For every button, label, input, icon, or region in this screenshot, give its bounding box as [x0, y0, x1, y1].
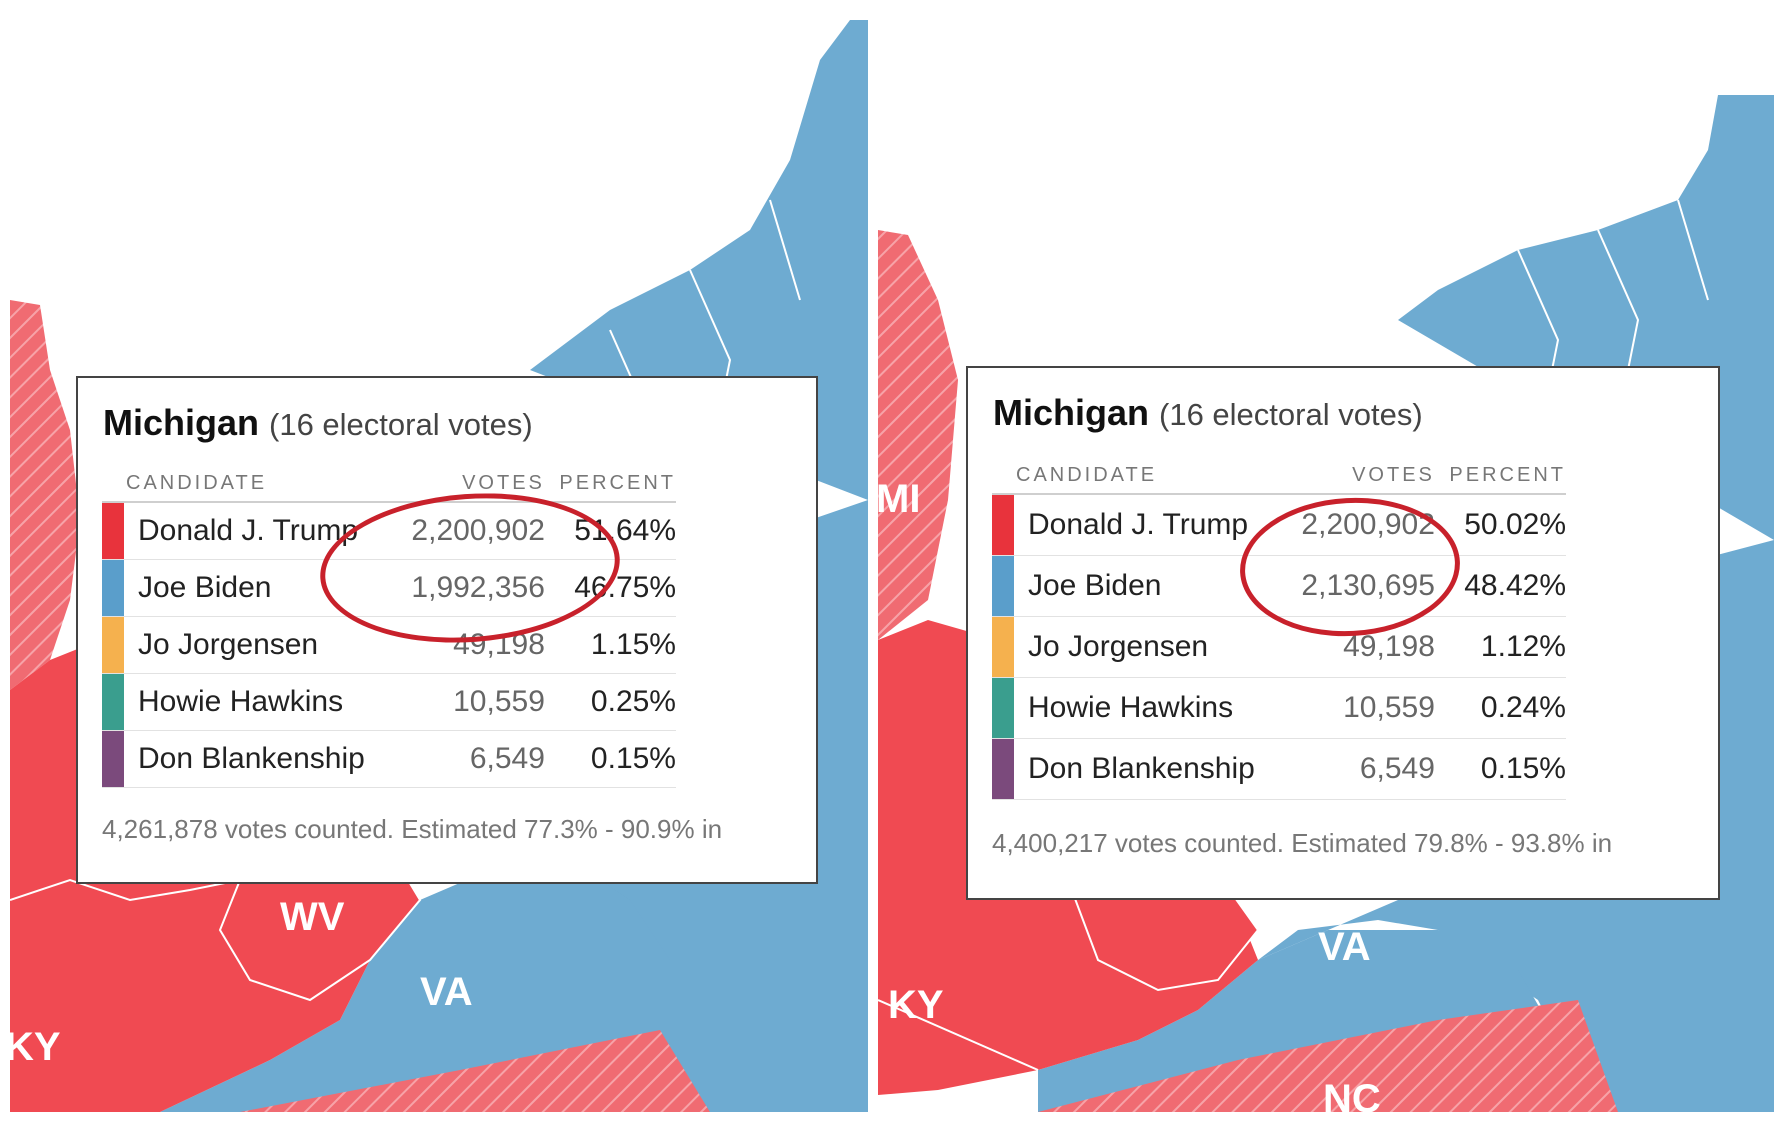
candidate-name: Joe Biden [124, 559, 395, 617]
table-row: Don Blankenship 6,549 0.15% [102, 730, 676, 788]
table-row: Joe Biden 2,130,695 48.42% [992, 555, 1566, 617]
header-percent: PERCENT [544, 472, 676, 503]
candidate-name: Howie Hawkins [124, 673, 395, 731]
label-ky: KY [10, 1025, 61, 1069]
label-va: VA [1318, 925, 1371, 969]
results-table: CANDIDATE VOTES PERCENT Donald J. Trump … [102, 472, 676, 788]
label-nc: NC [1323, 1077, 1381, 1112]
party-swatch [102, 502, 124, 560]
party-swatch [992, 677, 1014, 739]
electoral-votes: (16 electoral votes) [269, 407, 533, 442]
table-header: CANDIDATE VOTES PERCENT [102, 472, 676, 503]
header-percent: PERCENT [1434, 464, 1566, 495]
table-row: Howie Hawkins 10,559 0.25% [102, 673, 676, 731]
candidate-name: Don Blankenship [1014, 738, 1285, 800]
label-mi: MI [878, 477, 920, 521]
candidate-name: Jo Jorgensen [1014, 616, 1285, 678]
label-ky: KY [888, 983, 944, 1027]
candidate-percent: 48.42% [1434, 555, 1566, 617]
candidate-name: Jo Jorgensen [124, 616, 395, 674]
candidate-percent: 50.02% [1434, 494, 1566, 556]
left-map-panel: WV VA KY Michigan (16 electoral votes) CA… [10, 0, 868, 1112]
party-swatch [102, 616, 124, 674]
candidate-name: Howie Hawkins [1014, 677, 1285, 739]
right-map-panel: MI VA KY NC Michigan (16 electoral votes)… [878, 0, 1774, 1112]
candidate-name: Donald J. Trump [124, 502, 395, 560]
candidate-percent: 0.15% [544, 730, 676, 788]
candidate-percent: 0.15% [1434, 738, 1566, 800]
candidate-votes: 2,130,695 [1284, 555, 1435, 617]
candidate-votes: 2,200,902 [1284, 494, 1435, 556]
candidate-votes: 1,992,356 [394, 559, 545, 617]
candidate-votes: 2,200,902 [394, 502, 545, 560]
results-popup: Michigan (16 electoral votes) CANDIDATE V… [966, 366, 1720, 900]
north-carolina [240, 1030, 710, 1112]
header-votes: VOTES [1284, 464, 1435, 495]
party-swatch [992, 616, 1014, 678]
candidate-votes: 6,549 [1284, 738, 1435, 800]
header-candidate: CANDIDATE [992, 464, 1285, 495]
table-row: Don Blankenship 6,549 0.15% [992, 738, 1566, 800]
party-swatch [992, 494, 1014, 556]
party-swatch [992, 555, 1014, 617]
party-swatch [102, 673, 124, 731]
table-header: CANDIDATE VOTES PERCENT [992, 464, 1566, 495]
header-candidate: CANDIDATE [102, 472, 395, 503]
header-votes: VOTES [394, 472, 545, 503]
candidate-name: Don Blankenship [124, 730, 395, 788]
label-wv: WV [280, 895, 345, 939]
results-table: CANDIDATE VOTES PERCENT Donald J. Trump … [992, 464, 1566, 800]
candidate-name: Donald J. Trump [1014, 494, 1285, 556]
candidate-percent: 0.25% [544, 673, 676, 731]
state-name: Michigan [993, 392, 1150, 433]
table-row: Jo Jorgensen 49,198 1.12% [992, 616, 1566, 678]
michigan [10, 300, 80, 690]
party-swatch [102, 559, 124, 617]
candidate-votes: 49,198 [1284, 616, 1435, 678]
table-row: Howie Hawkins 10,559 0.24% [992, 677, 1566, 739]
candidate-name: Joe Biden [1014, 555, 1285, 617]
table-row: Donald J. Trump 2,200,902 51.64% [102, 502, 676, 560]
popup-title: Michigan (16 electoral votes) [993, 392, 1423, 434]
north-carolina [1038, 1000, 1618, 1112]
table-row: Joe Biden 1,992,356 46.75% [102, 559, 676, 617]
electoral-votes: (16 electoral votes) [1159, 397, 1423, 432]
virginia [160, 860, 670, 1112]
state-name: Michigan [103, 402, 260, 443]
candidate-percent: 51.64% [544, 502, 676, 560]
candidate-percent: 46.75% [544, 559, 676, 617]
label-va: VA [420, 970, 473, 1014]
votes-counted-footer: 4,261,878 votes counted. Estimated 77.3%… [102, 814, 723, 844]
candidate-percent: 0.24% [1434, 677, 1566, 739]
table-row: Jo Jorgensen 49,198 1.15% [102, 616, 676, 674]
candidate-votes: 10,559 [1284, 677, 1435, 739]
party-swatch [992, 738, 1014, 800]
candidate-votes: 10,559 [394, 673, 545, 731]
candidate-votes: 49,198 [394, 616, 545, 674]
michigan [878, 230, 958, 640]
candidate-percent: 1.12% [1434, 616, 1566, 678]
party-swatch [102, 730, 124, 788]
results-popup: Michigan (16 electoral votes) CANDIDATE V… [76, 376, 818, 884]
votes-counted-footer: 4,400,217 votes counted. Estimated 79.8%… [992, 828, 1613, 858]
candidate-votes: 6,549 [394, 730, 545, 788]
candidate-percent: 1.15% [544, 616, 676, 674]
popup-title: Michigan (16 electoral votes) [103, 402, 533, 444]
table-row: Donald J. Trump 2,200,902 50.02% [992, 494, 1566, 556]
